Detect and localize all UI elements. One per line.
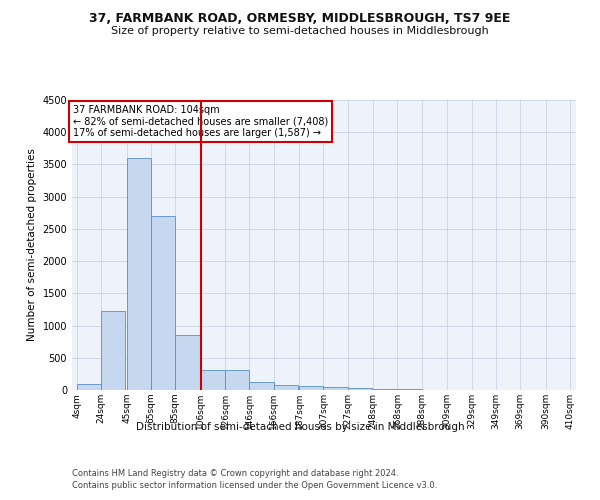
Bar <box>299 386 323 390</box>
Text: Distribution of semi-detached houses by size in Middlesbrough: Distribution of semi-detached houses by … <box>136 422 464 432</box>
Text: 37, FARMBANK ROAD, ORMESBY, MIDDLESBROUGH, TS7 9EE: 37, FARMBANK ROAD, ORMESBY, MIDDLESBROUG… <box>89 12 511 26</box>
Bar <box>201 370 225 390</box>
Text: Size of property relative to semi-detached houses in Middlesbrough: Size of property relative to semi-detach… <box>111 26 489 36</box>
Bar <box>373 388 397 390</box>
Bar <box>127 158 151 390</box>
Text: Contains public sector information licensed under the Open Government Licence v3: Contains public sector information licen… <box>72 481 437 490</box>
Bar <box>274 385 298 390</box>
Bar <box>175 335 200 390</box>
Bar <box>347 388 372 390</box>
Y-axis label: Number of semi-detached properties: Number of semi-detached properties <box>27 148 37 342</box>
Bar <box>323 388 347 390</box>
Bar <box>151 216 175 390</box>
Text: Contains HM Land Registry data © Crown copyright and database right 2024.: Contains HM Land Registry data © Crown c… <box>72 468 398 477</box>
Bar <box>250 382 274 390</box>
Bar <box>225 370 250 390</box>
Bar <box>77 384 101 390</box>
Bar <box>101 312 125 390</box>
Text: 37 FARMBANK ROAD: 104sqm
← 82% of semi-detached houses are smaller (7,408)
17% o: 37 FARMBANK ROAD: 104sqm ← 82% of semi-d… <box>73 105 328 138</box>
